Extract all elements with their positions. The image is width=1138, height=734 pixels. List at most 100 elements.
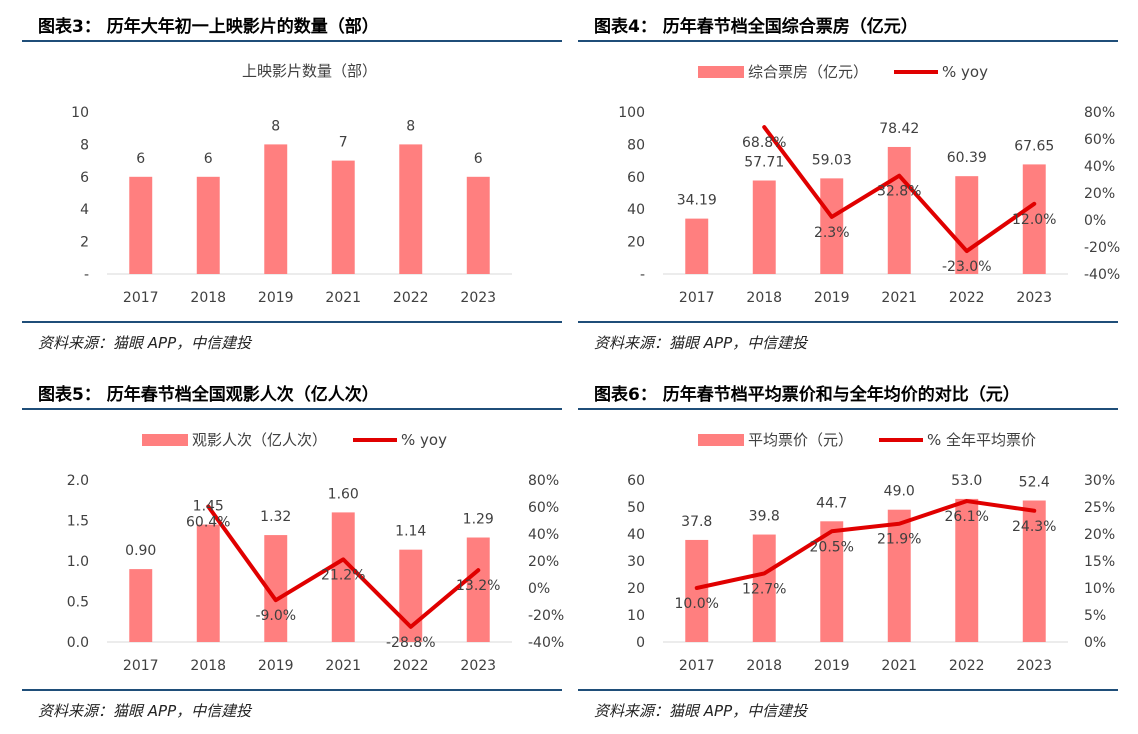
y2-tick-label: 60% <box>1084 132 1115 148</box>
y-tick-label: 30 <box>627 554 645 570</box>
bar-value-label: 8 <box>406 118 415 134</box>
line-value-label: 12.0% <box>1012 212 1056 228</box>
bar <box>1022 500 1046 642</box>
x-tick-label: 2021 <box>325 658 361 674</box>
y2-tick-label: 40% <box>1084 159 1115 175</box>
bar <box>1022 164 1046 274</box>
y-tick-label: 40 <box>627 202 645 218</box>
y-tick-label: 10 <box>627 608 645 624</box>
y2-tick-label: 0% <box>528 581 550 597</box>
y2-tick-label: 20% <box>1084 527 1115 543</box>
x-tick-label: 2023 <box>1016 290 1052 306</box>
x-tick-label: 2021 <box>881 290 917 306</box>
y-tick-label: 1.5 <box>67 514 89 530</box>
panel-title: 图表3： 历年大年初一上映影片的数量（部） <box>38 17 379 37</box>
y-tick-label: 2.0 <box>67 473 89 489</box>
legend-label-line: % 全年平均票价 <box>927 431 1036 449</box>
line-value-label: 26.1% <box>945 509 989 525</box>
line-value-label: 12.7% <box>742 581 786 597</box>
bar-value-label: 67.65 <box>1014 138 1054 154</box>
y-tick-label: 6 <box>80 170 89 186</box>
y-tick-label: 0.0 <box>67 635 89 651</box>
line-value-label: 2.3% <box>814 225 850 241</box>
x-tick-label: 2023 <box>1016 658 1052 674</box>
y2-tick-label: 60% <box>528 500 559 516</box>
y-tick-label: 20 <box>627 581 645 597</box>
y-tick-label: 60 <box>627 170 645 186</box>
bar <box>331 512 355 642</box>
bar <box>196 524 220 642</box>
source-note: 资料来源：猫眼 APP，中信建投 <box>594 334 808 352</box>
bar <box>466 176 490 274</box>
bar-value-label: 34.19 <box>677 193 717 209</box>
panel-title: 图表5： 历年春节档全国观影人次（亿人次） <box>38 385 379 405</box>
line-value-label: 21.9% <box>877 532 921 548</box>
bar-value-label: 1.45 <box>193 499 224 515</box>
x-tick-label: 2022 <box>393 290 429 306</box>
x-tick-label: 2018 <box>190 658 226 674</box>
x-tick-label: 2019 <box>258 290 294 306</box>
x-tick-label: 2017 <box>679 290 715 306</box>
legend-label-line: % yoy <box>942 63 988 81</box>
x-tick-label: 2021 <box>881 658 917 674</box>
source-note: 资料来源：猫眼 APP，中信建投 <box>38 702 252 720</box>
y-tick-label: - <box>640 267 645 283</box>
legend-swatch-bar <box>142 434 188 446</box>
title-rule <box>22 40 562 42</box>
x-tick-label: 2023 <box>460 658 496 674</box>
line-value-label: -23.0% <box>942 259 992 275</box>
bar-value-label: 1.60 <box>328 486 359 502</box>
line-value-label: 60.4% <box>186 514 230 530</box>
x-tick-label: 2018 <box>746 290 782 306</box>
bar <box>331 160 355 274</box>
legend-label-bar: 观影人次（亿人次） <box>192 431 327 449</box>
line-value-label: 10.0% <box>675 596 719 612</box>
x-tick-label: 2017 <box>123 290 159 306</box>
y-tick-label: 100 <box>618 105 645 121</box>
bar <box>955 498 979 642</box>
title-rule <box>578 408 1118 410</box>
bar-value-label: 1.32 <box>260 509 291 525</box>
chart-title: 上映影片数量（部） <box>242 62 377 80</box>
x-tick-label: 2022 <box>393 658 429 674</box>
bar <box>887 509 911 642</box>
y-tick-label: 60 <box>627 473 645 489</box>
y-tick-label: 80 <box>627 137 645 153</box>
bar <box>820 521 844 642</box>
y2-tick-label: 20% <box>1084 186 1115 202</box>
line-value-label: 24.3% <box>1012 519 1056 535</box>
y2-tick-label: 10% <box>1084 581 1115 597</box>
bar <box>264 535 288 642</box>
y2-tick-label: -40% <box>528 635 564 651</box>
y2-tick-label: -40% <box>1084 267 1120 283</box>
source-note: 资料来源：猫眼 APP，中信建投 <box>594 702 808 720</box>
y-tick-label: 20 <box>627 235 645 251</box>
x-tick-label: 2023 <box>460 290 496 306</box>
bar-value-label: 53.0 <box>951 473 982 489</box>
y-tick-label: - <box>84 267 89 283</box>
legend-label-bar: 综合票房（亿元） <box>748 63 868 81</box>
y2-tick-label: 5% <box>1084 608 1106 624</box>
bar <box>685 539 709 642</box>
line-value-label: 32.8% <box>877 184 921 200</box>
y-tick-label: 1.0 <box>67 554 89 570</box>
bar-value-label: 57.71 <box>744 155 784 171</box>
bar <box>887 146 911 274</box>
bar-value-label: 52.4 <box>1019 475 1050 491</box>
y2-tick-label: 30% <box>1084 473 1115 489</box>
bar <box>399 144 423 274</box>
bar-value-label: 78.42 <box>879 121 919 137</box>
y2-tick-label: 20% <box>528 554 559 570</box>
legend-swatch-bar <box>698 66 744 78</box>
line-value-label: 13.2% <box>456 578 500 594</box>
bar-value-label: 37.8 <box>681 514 712 530</box>
bar-value-label: 39.8 <box>749 509 780 525</box>
y2-tick-label: 40% <box>528 527 559 543</box>
bar <box>820 178 844 274</box>
chart-panel-3: 图表5： 历年春节档全国观影人次（亿人次） 观影人次（亿人次） % yoy 0.0 0… <box>22 368 564 734</box>
x-tick-label: 2022 <box>949 658 985 674</box>
chart-4: 平均票价（元） % 全年平均票价 0 10 20 30 40 50 60 0% 5% 10% 15% 20… <box>627 431 1115 674</box>
y2-tick-label: 0% <box>1084 635 1106 651</box>
line-value-label: 21.2% <box>321 567 365 583</box>
x-tick-label: 2019 <box>814 290 850 306</box>
